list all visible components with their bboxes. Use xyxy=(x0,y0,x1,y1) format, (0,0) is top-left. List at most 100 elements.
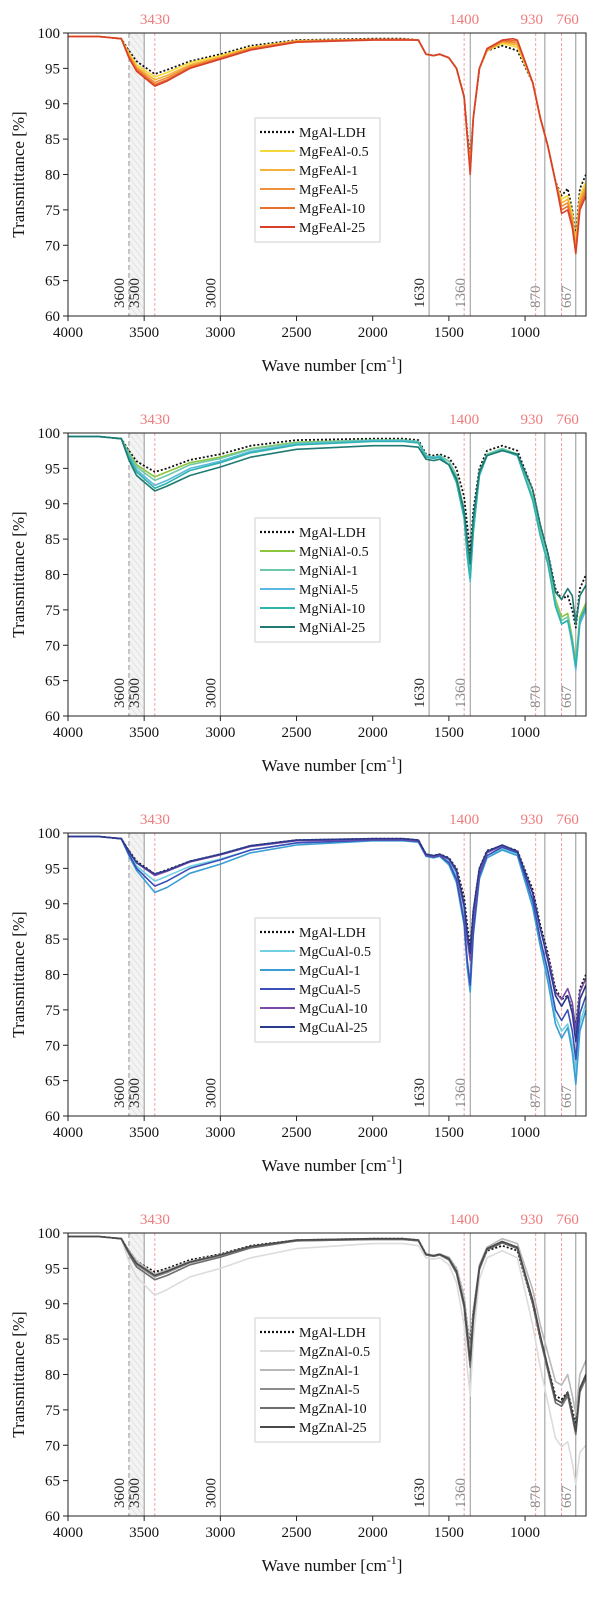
hatch-line xyxy=(140,33,145,38)
y-tick-label: 70 xyxy=(45,1438,60,1454)
y-tick-label: 100 xyxy=(38,426,61,442)
x-axis-label-end: ] xyxy=(397,756,403,775)
hatch-line xyxy=(128,632,145,654)
y-tick-label: 75 xyxy=(45,203,60,219)
band-label-3500: 3500 xyxy=(127,1478,143,1508)
hatch-line xyxy=(128,640,145,662)
hatch-line xyxy=(128,176,145,198)
hatch-line xyxy=(128,112,145,134)
hatch-line xyxy=(128,1328,145,1350)
hatch-line xyxy=(128,976,145,998)
legend-label: MgNiAl-1 xyxy=(299,564,358,579)
legend-label: MgZnAl-10 xyxy=(299,1402,367,1417)
hatch-line xyxy=(128,896,145,918)
legend-label: MgZnAl-0.5 xyxy=(299,1345,370,1360)
hatch-line xyxy=(128,1480,145,1502)
series-group xyxy=(68,435,586,671)
hatch-line xyxy=(129,745,144,765)
chart-svg: 60 65 70 75 80 85 90 95 100 4000 3500 3000 2500 2000 1… xyxy=(9,412,587,775)
y-tick-label: 95 xyxy=(45,61,60,77)
hatch-line xyxy=(128,1048,145,1070)
legend-label: MgCuAl-5 xyxy=(299,983,360,998)
hatch-line xyxy=(128,1088,145,1110)
hatch-line xyxy=(128,1360,145,1382)
x-tick-label: 2500 xyxy=(282,1125,312,1141)
hatch-line xyxy=(128,248,145,270)
series-line-mgcual-5 xyxy=(68,835,586,1061)
band-label-870: 870 xyxy=(528,1086,544,1109)
chart-panel-mgznal: 60 65 70 75 80 85 90 95 100 4000 3500 3000 2500 2000 1… xyxy=(0,1200,599,1600)
hatch-line xyxy=(128,504,145,526)
hatch-line xyxy=(128,1288,145,1310)
legend-label: MgFeAl-1 xyxy=(299,164,358,179)
legend-label: MgNiAl-0.5 xyxy=(299,545,369,560)
x-tick-label: 2000 xyxy=(358,1525,388,1541)
hatch-line xyxy=(128,264,145,286)
x-axis-label-sup: -1 xyxy=(387,353,397,367)
hatch-line xyxy=(129,0,144,5)
hatch-line xyxy=(128,1280,145,1302)
chart-svg: 60 65 70 75 80 85 90 95 100 4000 3500 3000 2500 2000 1… xyxy=(9,0,587,375)
hatch-line xyxy=(128,120,145,142)
series-line-mgznal-25 xyxy=(68,1235,586,1432)
y-tick-label: 85 xyxy=(45,1332,60,1348)
hatch-line xyxy=(128,872,145,894)
hatch-line xyxy=(128,664,145,686)
band-label-1630: 1630 xyxy=(412,678,428,708)
y-tick-label: 100 xyxy=(38,26,61,42)
x-tick-label: 2000 xyxy=(358,725,388,741)
hatch-line xyxy=(128,992,145,1014)
x-tick-label: 3000 xyxy=(205,725,235,741)
peak-label-1400: 1400 xyxy=(449,412,479,428)
x-tick-label: 1500 xyxy=(434,725,464,741)
hatch-line xyxy=(128,1472,145,1494)
chart-svg: 60 65 70 75 80 85 90 95 100 4000 3500 3000 2500 2000 1… xyxy=(9,1200,587,1575)
legend-label: MgAl-LDH xyxy=(299,1326,366,1341)
x-axis-label-sup: -1 xyxy=(387,1553,397,1567)
x-axis-label-end: ] xyxy=(397,1156,403,1175)
y-tick-label: 90 xyxy=(45,897,60,913)
hatch-line xyxy=(128,528,145,550)
x-tick-label: 2500 xyxy=(282,725,312,741)
hatch-line xyxy=(140,833,145,838)
x-tick-label: 2500 xyxy=(282,1525,312,1541)
x-tick-label: 4000 xyxy=(53,725,83,741)
hatch-line xyxy=(129,1200,144,1205)
hatch-line xyxy=(128,104,145,126)
legend-label: MgCuAl-0.5 xyxy=(299,945,371,960)
series-group xyxy=(68,1235,586,1485)
y-tick-label: 80 xyxy=(45,968,60,984)
peak-label-930: 930 xyxy=(520,412,543,428)
hatch-line xyxy=(128,488,145,510)
legend-label: MgAl-LDH xyxy=(299,126,366,141)
hatch-line xyxy=(134,1233,145,1246)
peak-label-1400: 1400 xyxy=(449,1212,479,1228)
hatch-line xyxy=(128,1096,144,1116)
band-label-1360: 1360 xyxy=(453,1078,469,1108)
y-tick-label: 100 xyxy=(38,826,61,842)
x-tick-label: 3000 xyxy=(205,1125,235,1141)
series-group xyxy=(68,35,586,255)
legend-label: MgFeAl-25 xyxy=(299,221,365,236)
hatch-line xyxy=(128,40,145,62)
legend-box xyxy=(254,517,381,643)
hatch-line xyxy=(134,33,145,46)
peak-label-3430: 3430 xyxy=(140,812,170,828)
peak-label-930: 930 xyxy=(520,1212,543,1228)
x-tick-label: 1000 xyxy=(510,1125,540,1141)
y-tick-label: 85 xyxy=(45,132,60,148)
legend-label: MgFeAl-0.5 xyxy=(299,145,369,160)
x-axis-label-main: Wave number [cm xyxy=(262,756,387,775)
hatch-line xyxy=(128,936,145,958)
y-tick-label: 90 xyxy=(45,1297,60,1313)
series-line-mgal-ldh xyxy=(68,1235,586,1425)
hatch-line xyxy=(128,833,145,854)
hatch-line xyxy=(128,1032,145,1054)
x-axis-label: Wave number [cm-1] xyxy=(262,353,403,375)
band-label-1630: 1630 xyxy=(412,1478,428,1508)
x-axis-label: Wave number [cm-1] xyxy=(262,1553,403,1575)
hatch-line xyxy=(128,680,145,702)
hatch-line xyxy=(128,576,145,598)
x-axis-label-main: Wave number [cm xyxy=(262,356,387,375)
hatch-line xyxy=(128,1400,145,1422)
